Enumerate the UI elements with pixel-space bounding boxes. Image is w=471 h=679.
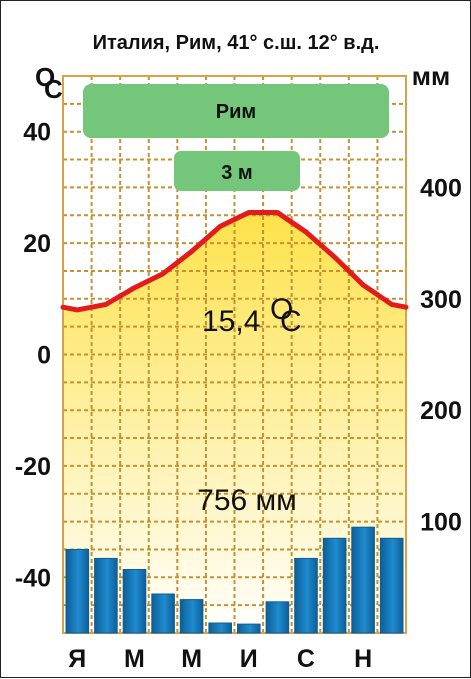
annual-temperature-label: 15,4 O C [202, 293, 302, 338]
precipitation-bar [179, 599, 204, 634]
precipitation-tick-label: 200 [420, 397, 462, 425]
temperature-tick-label: 40 [23, 119, 51, 147]
temperature-tick-label: -20 [15, 453, 51, 481]
month-label: М [124, 645, 145, 673]
temperature-tick-label: 0 [37, 342, 51, 370]
left-unit-c: C [44, 74, 63, 104]
chart-title: Италия, Рим, 41° с.ш. 12° в.д. [93, 32, 380, 54]
precipitation-bar [65, 549, 90, 634]
annual-precipitation-label: 756 мм [197, 484, 297, 517]
precipitation-bar [122, 569, 147, 634]
month-label: Я [68, 645, 86, 673]
right-unit-label: мм [412, 61, 450, 91]
elevation-badge-box [174, 151, 300, 191]
precipitation-bar [151, 593, 175, 634]
elevation-badge: 3 м [174, 151, 300, 191]
station-badge: Рим [83, 84, 389, 138]
precipitation-bar [322, 537, 347, 634]
precipitation-bars [65, 526, 404, 634]
month-label: М [181, 645, 202, 673]
precipitation-tick-label: 400 [420, 174, 462, 202]
temperature-tick-label: 20 [23, 230, 51, 258]
precipitation-bar [351, 526, 375, 634]
elevation-label: 3 м [221, 162, 252, 184]
precipitation-bar [237, 623, 261, 634]
annual-temperature-value: 15,4 [202, 305, 260, 338]
left-unit-label: O C [35, 62, 63, 104]
precipitation-bar [208, 622, 232, 634]
precipitation-bar [265, 601, 290, 634]
temperature-line [60, 210, 409, 313]
precipitation-bar [379, 537, 404, 634]
precipitation-bar [94, 557, 118, 634]
precipitation-tick-label: 100 [420, 509, 462, 537]
temperature-tick-label: -40 [15, 564, 51, 592]
plot-border [62, 75, 407, 634]
month-label: С [297, 645, 315, 673]
annual-temperature-unit-o: O [270, 293, 293, 326]
precipitation-bar [294, 557, 318, 634]
precipitation-axis: 400 300 200 100 [420, 174, 462, 536]
annual-temperature-unit-c: C [280, 305, 302, 338]
temperature-axis: 40 20 0 -20 -40 [15, 119, 51, 593]
station-badge-box [83, 84, 389, 138]
month-label: Н [354, 645, 372, 673]
month-label: И [240, 645, 258, 673]
station-name: Рим [216, 101, 256, 123]
left-unit-o: O [35, 62, 55, 92]
temperature-series [60, 210, 409, 313]
precipitation-tick-label: 300 [420, 286, 462, 314]
